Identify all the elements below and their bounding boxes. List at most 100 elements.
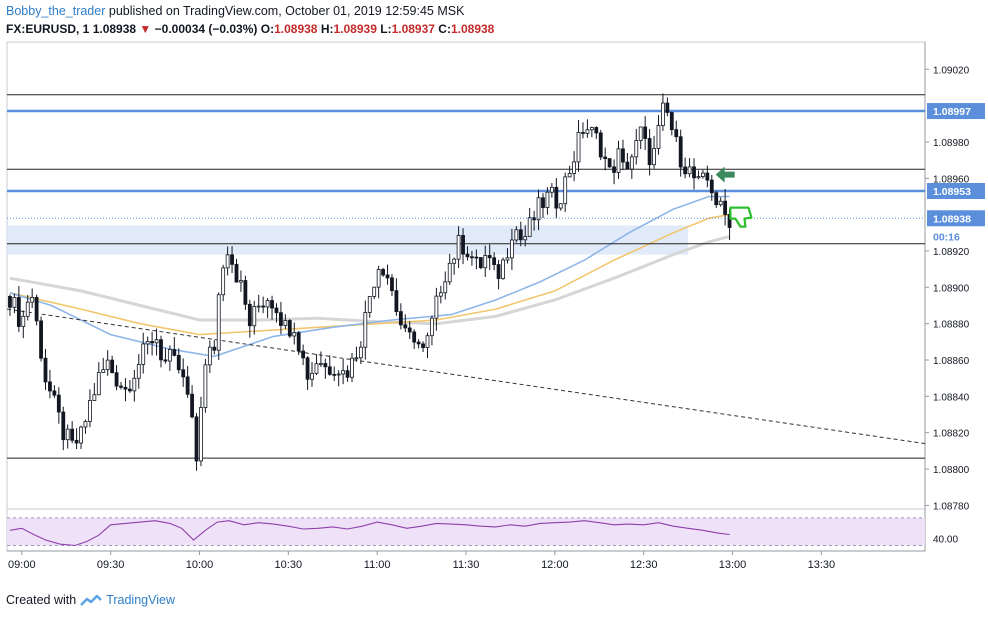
candle-body	[669, 112, 674, 131]
level-price-tag-bg	[927, 183, 985, 200]
candle-body	[545, 191, 550, 208]
candle-body	[190, 393, 194, 418]
sma-yellow-line	[9, 213, 730, 336]
candle-body	[65, 428, 70, 441]
candle-body	[327, 366, 332, 375]
level-price-tag-bg	[927, 103, 985, 120]
price-tick-label: 1.09020	[933, 65, 970, 76]
low-label: L:	[380, 22, 392, 36]
high-label: H:	[320, 22, 334, 36]
candle-body	[589, 127, 594, 131]
candle-body	[523, 236, 528, 241]
price-tick-label: 1.08840	[933, 392, 970, 403]
candle-body	[230, 254, 234, 265]
candle-body	[83, 420, 88, 428]
candle-body	[145, 341, 150, 345]
candle-body	[558, 203, 563, 209]
low-value: 1.08937	[391, 22, 435, 36]
candle-body	[438, 292, 443, 297]
candle-body	[265, 300, 270, 308]
candle-body	[563, 176, 568, 205]
candle-body	[412, 331, 417, 343]
candle-body	[8, 295, 12, 308]
dashed-trendline[interactable]	[6, 308, 926, 445]
candle-body	[701, 172, 705, 177]
candle-body	[367, 295, 372, 313]
candle-body	[43, 357, 48, 383]
candle-body	[345, 370, 350, 378]
candle-body	[341, 370, 346, 375]
candle-body	[572, 161, 576, 174]
price-change: −0.00034 (−0.03%)	[154, 22, 258, 36]
candle-body	[96, 372, 101, 396]
candle-body	[48, 381, 52, 392]
candle-body	[518, 229, 523, 241]
candle-body	[536, 197, 541, 221]
candle-body	[274, 307, 279, 314]
candle-body	[181, 369, 186, 378]
tradingview-logo-icon	[80, 594, 103, 606]
candle-body	[643, 126, 648, 139]
sma-blue-line	[9, 195, 730, 358]
candle-body	[207, 346, 212, 366]
main-pane[interactable]	[6, 41, 926, 510]
candle-body	[88, 400, 92, 422]
candle-body	[447, 262, 452, 283]
candle-body	[56, 394, 61, 413]
rsi-axis-label: 40.00	[933, 535, 958, 546]
candle-body	[301, 350, 306, 359]
candle-body	[541, 197, 545, 208]
tradingview-link[interactable]: TradingView	[106, 593, 175, 607]
candle-body	[336, 373, 341, 376]
candle-body	[696, 176, 701, 179]
candle-body	[234, 263, 239, 283]
candle-body	[323, 363, 328, 368]
candle-body	[305, 357, 310, 380]
symbol-name[interactable]: FX:EURUSD, 1	[6, 22, 90, 36]
candle-body	[114, 372, 119, 387]
candle-body	[132, 377, 137, 392]
candle-body	[216, 294, 221, 351]
candle-body	[34, 297, 39, 322]
candle-body	[585, 129, 590, 134]
publish-info: published on TradingView.com, October 01…	[108, 4, 465, 18]
close-value: 1.08938	[450, 22, 495, 36]
candle-body	[279, 312, 283, 326]
candle-body	[212, 346, 217, 351]
candle-body	[172, 349, 177, 356]
time-tick-label: 09:00	[8, 559, 36, 571]
support-zone[interactable]	[7, 225, 689, 255]
thumbs-down-icon	[729, 206, 753, 228]
candle-body	[12, 297, 17, 308]
candle-body	[292, 332, 297, 337]
candle-body	[692, 166, 696, 179]
candle-body	[203, 364, 208, 408]
candle-body	[621, 148, 625, 163]
candle-body	[74, 439, 79, 444]
candle-body	[163, 359, 168, 362]
candle-body	[52, 390, 57, 396]
candle-body	[310, 372, 314, 380]
candle-body	[159, 339, 163, 361]
candle-body	[287, 320, 292, 337]
candle-body	[136, 364, 141, 379]
candle-body	[398, 311, 403, 326]
candle-body	[616, 148, 621, 173]
candle-body	[718, 200, 723, 206]
candle-body	[225, 254, 230, 269]
candle-body	[430, 317, 434, 337]
created-with-text: Created with	[6, 593, 77, 607]
candle-body	[705, 172, 710, 181]
candle-body	[638, 126, 643, 141]
candle-body	[594, 127, 599, 134]
author-link[interactable]: Bobby_the_trader	[6, 4, 106, 18]
candle-body	[665, 102, 670, 113]
candle-body	[194, 416, 199, 462]
candle-body	[527, 217, 532, 237]
price-tick-label: 1.08880	[933, 320, 970, 331]
candle-body	[247, 303, 252, 327]
candle-body	[296, 332, 301, 352]
candle-body	[256, 305, 261, 308]
candle-body	[318, 363, 323, 365]
